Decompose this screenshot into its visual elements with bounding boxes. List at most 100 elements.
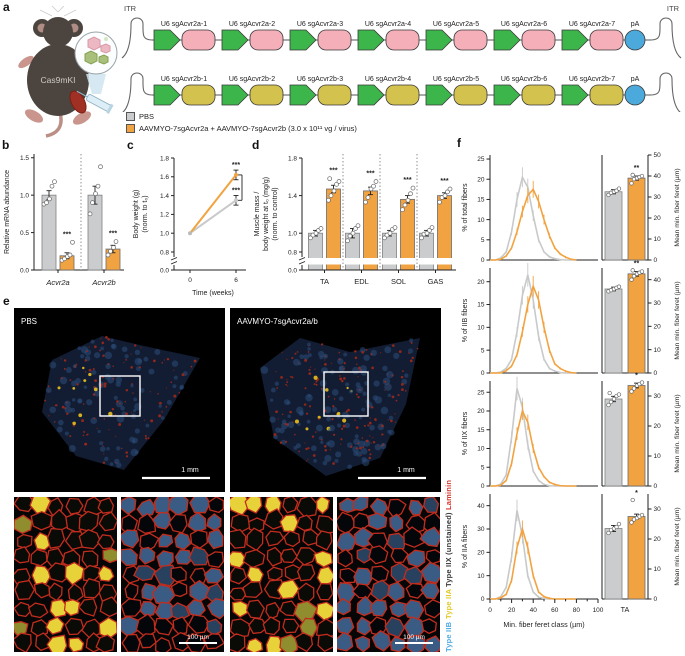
data-point [49, 183, 55, 189]
mouse-paw [72, 111, 92, 125]
svg-text:100 µm: 100 µm [187, 634, 209, 641]
muscle-section-blob [260, 338, 420, 476]
svg-text:20: 20 [654, 423, 662, 430]
svg-text:20: 20 [477, 176, 485, 183]
muscle-fiber-cell [102, 547, 117, 564]
svg-text:0: 0 [481, 370, 485, 377]
svg-text:U6 sgAcvr2a-2: U6 sgAcvr2a-2 [229, 21, 275, 28]
svg-text:***: *** [403, 177, 411, 184]
data-point [67, 252, 73, 258]
sgrna-cassette [317, 29, 352, 51]
fiber-inset-pbs-iib: 100 µm [121, 497, 224, 652]
muscle-fiber-cell [266, 566, 283, 581]
data-point [336, 179, 342, 184]
muscle-fiber-cell [206, 513, 222, 532]
svg-text:U6 sgAcvr2b-5: U6 sgAcvr2b-5 [433, 76, 479, 83]
aav-swatch [126, 124, 135, 133]
sgrna-cassette [589, 29, 624, 51]
data-point [442, 193, 448, 198]
svg-text:10: 10 [477, 217, 485, 224]
svg-text:15: 15 [477, 197, 485, 204]
svg-text:1.0: 1.0 [20, 192, 29, 199]
muscle-fiber-cell [230, 528, 247, 549]
muscle-fiber-cell [203, 633, 224, 650]
data-point [52, 179, 57, 185]
muscle-fiber-cell [78, 528, 102, 550]
stain-laminin: Laminin [444, 479, 453, 510]
sgrna-cassette [181, 29, 216, 51]
svg-text:Mean min. fiber feret (µm): Mean min. fiber feret (µm) [674, 394, 681, 472]
svg-text:5: 5 [481, 237, 485, 244]
data-point [419, 235, 424, 241]
svg-text:10: 10 [477, 325, 485, 332]
mouse-whiskers [39, 6, 77, 17]
mouse-paw [18, 55, 34, 69]
aav-particle-small [104, 37, 108, 41]
muscle-fiber-cell [403, 526, 426, 548]
muscle-fiber-cell [420, 561, 440, 584]
muscle-section-image-aav: 1 mm AAVMYO-7sgAcvr2a/b [230, 308, 441, 492]
data-point [387, 230, 393, 236]
stain-color-key: Type IIB Type IIA Type IIX (unstained) L… [444, 300, 453, 652]
svg-text:1 mm: 1 mm [397, 467, 415, 474]
svg-text:5: 5 [481, 347, 485, 354]
data-point [429, 225, 435, 230]
muscle-fiber-cell [33, 582, 51, 599]
u6-promoter-arrow [357, 29, 385, 51]
muscle-fiber-cell [207, 528, 224, 550]
sgrna-cassette [453, 29, 488, 51]
svg-text:20: 20 [477, 408, 485, 415]
muscle-fiber-cell [68, 637, 85, 652]
muscle-fiber-cell [154, 601, 176, 623]
muscle-fiber-cell [337, 597, 351, 616]
u6-promoter-arrow [153, 84, 181, 106]
svg-text:1.6: 1.6 [160, 174, 169, 181]
svg-text:% of IIB fibers: % of IIB fibers [462, 298, 469, 342]
muscle-fiber-cell [263, 508, 284, 530]
muscle-fiber-cell [282, 497, 299, 514]
svg-text:*: * [635, 490, 638, 497]
muscle-fiber-cell [174, 531, 192, 551]
sgrna-cassette [249, 29, 284, 51]
muscle-fiber-cell [64, 561, 85, 586]
legend-item-pbs: PBS [126, 112, 154, 121]
svg-text:10: 10 [654, 453, 662, 460]
muscle-fiber-cell [368, 545, 389, 565]
panel-c-label: c [127, 138, 134, 152]
svg-text:TA: TA [621, 605, 630, 614]
muscle-fiber-cell [95, 634, 116, 652]
fiber-inset-aav-iia [230, 497, 333, 652]
svg-text:0: 0 [654, 596, 658, 603]
sgrna-cassette [521, 84, 556, 106]
sgrna-cassette [589, 84, 624, 106]
svg-text:30: 30 [477, 526, 485, 533]
panel-f-label: f [457, 136, 461, 150]
svg-text:(norm. to t₀): (norm. to t₀) [142, 195, 149, 232]
svg-text:U6 sgAcvr2a-7: U6 sgAcvr2a-7 [569, 21, 615, 28]
data-point [327, 176, 333, 182]
svg-text:15: 15 [477, 302, 485, 309]
svg-text:1.8: 1.8 [160, 155, 169, 162]
muscle-fiber-cell [420, 618, 437, 635]
svg-text:0.0: 0.0 [20, 267, 29, 274]
legend-item-aav: AAVMYO-7sgAcvr2a + AAVMYO-7sgAcvr2b (3.0… [126, 124, 357, 133]
data-point [410, 185, 416, 191]
muscle-fiber-cell [137, 512, 157, 534]
data-point [326, 197, 331, 203]
muscle-fiber-cell [133, 565, 156, 582]
data-point [368, 186, 374, 192]
svg-text:U6 sgAcvr2b-4: U6 sgAcvr2b-4 [365, 76, 411, 83]
muscle-fiber-cell [389, 636, 406, 652]
mrna-abundance-bar-chart: 0.0 0.5 1.0 1.5 Relative mRNA abundance *** Ac… [4, 154, 124, 287]
data-point [392, 225, 398, 230]
muscle-fiber-cell [170, 581, 188, 598]
muscle-fiber-cell [389, 513, 404, 533]
stain-type-iia: Type IIA [444, 589, 453, 620]
svg-text:100: 100 [593, 607, 604, 614]
svg-text:6: 6 [234, 277, 238, 284]
svg-text:1 mm: 1 mm [181, 467, 199, 474]
muscle-fiber-cell [419, 526, 440, 548]
muscle-fiber-cell [170, 566, 187, 583]
pbs-swatch [126, 112, 135, 121]
muscle-fiber-cell [262, 616, 281, 636]
